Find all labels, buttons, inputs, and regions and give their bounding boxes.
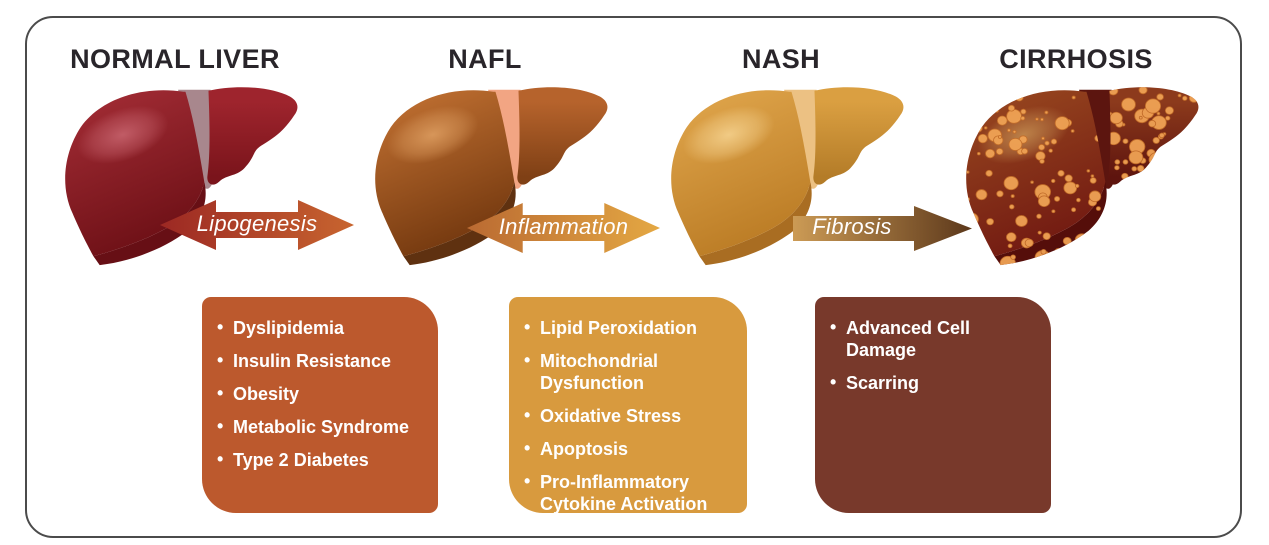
arrow-lipogenesis: Lipogenesis <box>158 197 356 253</box>
stage-title-nash: NASH <box>741 44 821 74</box>
arrow-fibrosis: Fibrosis <box>793 205 973 252</box>
bullet-item: Advanced Cell Damage <box>830 316 1041 361</box>
nafl-factors-list: Dyslipidemia Insulin Resistance Obesity … <box>202 297 438 471</box>
bullet-item: Metabolic Syndrome <box>217 415 428 438</box>
bullet-item: Oxidative Stress <box>524 404 737 427</box>
bullet-item: Obesity <box>217 382 428 405</box>
bullet-item: Mitochondrial Dysfunction <box>524 349 737 394</box>
nash-factors-box: Lipid Peroxidation Mitochondrial Dysfunc… <box>509 297 747 515</box>
stage-title-cirrhosis: CIRRHOSIS <box>999 44 1153 74</box>
arrow-label-lipogenesis: Lipogenesis <box>196 210 318 236</box>
right-arrow-icon <box>793 206 972 251</box>
stage-nash: NASH <box>645 0 917 270</box>
stage-normal-liver: NORMAL LIVER <box>39 0 311 270</box>
bullet-item: Type 2 Diabetes <box>217 448 428 471</box>
cirrhosis-factors-list: Advanced Cell Damage Scarring <box>815 297 1051 394</box>
cirrhosis-factors-box: Advanced Cell Damage Scarring <box>815 297 1051 513</box>
double-arrow-icon <box>466 203 661 253</box>
bullet-item: Pro-Inflammatory Cytokine Activation <box>524 470 737 515</box>
bullet-item: Insulin Resistance <box>217 349 428 372</box>
nash-liver-illustration <box>671 87 904 266</box>
bullet-item: Apoptosis <box>524 437 737 460</box>
bullet-item: Dyslipidemia <box>217 316 428 339</box>
nafl-liver-illustration <box>375 87 608 266</box>
stage-title-nafl: NAFL <box>448 44 522 74</box>
double-arrow-icon <box>160 200 354 250</box>
nafl-factors-box: Dyslipidemia Insulin Resistance Obesity … <box>202 297 438 513</box>
cirrhosis-liver-illustration <box>966 87 1199 266</box>
arrow-inflammation: Inflammation <box>465 200 662 256</box>
bullet-item: Lipid Peroxidation <box>524 316 737 339</box>
arrow-label-fibrosis: Fibrosis <box>812 214 892 239</box>
arrow-label-inflammation: Inflammation <box>498 213 629 239</box>
stage-cirrhosis: CIRRHOSIS <box>940 0 1212 270</box>
stage-title-normal-liver: NORMAL LIVER <box>70 44 280 74</box>
bullet-item: Scarring <box>830 371 1041 394</box>
stage-nafl: NAFL <box>349 0 621 270</box>
nash-factors-list: Lipid Peroxidation Mitochondrial Dysfunc… <box>509 297 747 515</box>
normal-liver-illustration <box>65 87 298 266</box>
